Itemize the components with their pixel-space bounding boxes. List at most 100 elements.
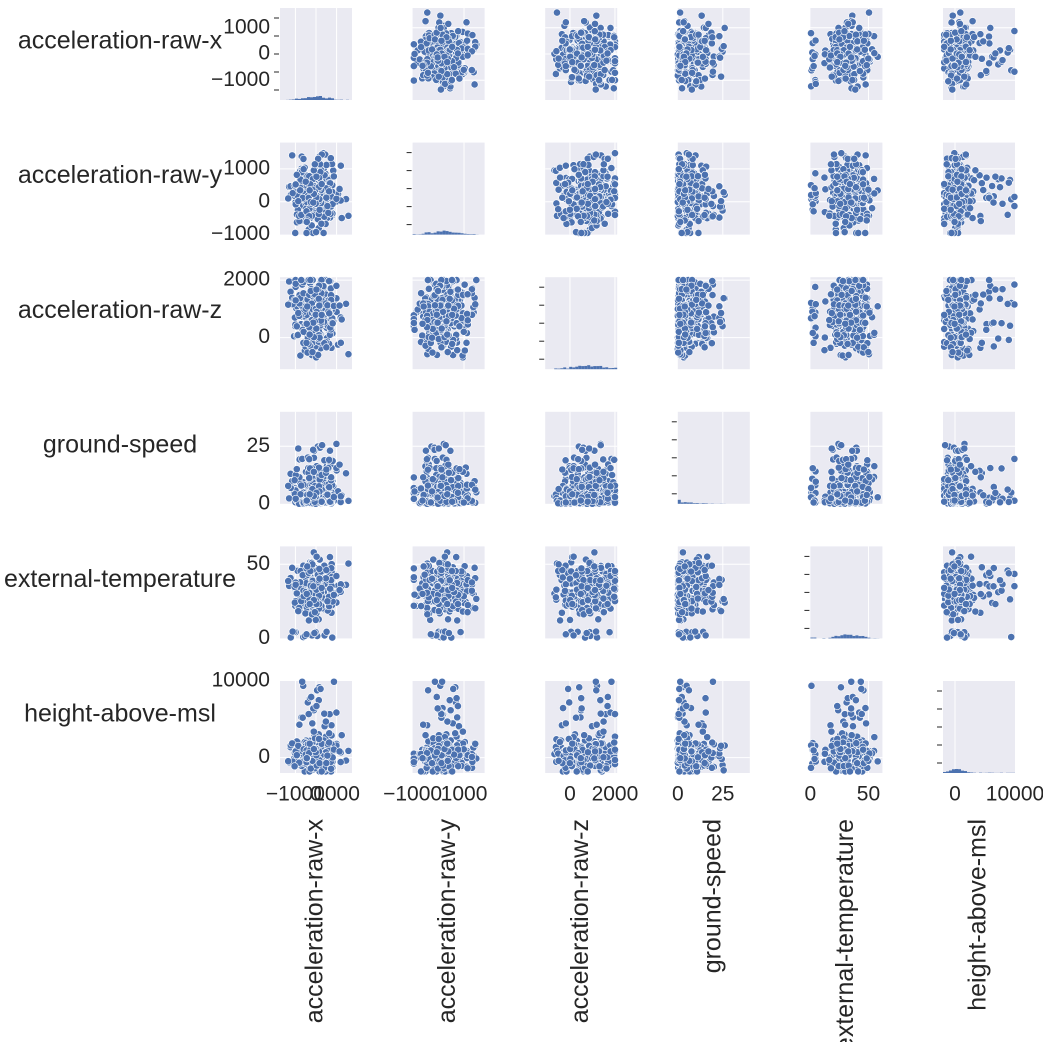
histogram-bar (325, 98, 328, 100)
scatter-point (827, 290, 835, 299)
histogram-bar (412, 233, 416, 235)
scatter-point (991, 172, 1000, 181)
scatter-point (991, 49, 1000, 58)
scatter-point (284, 481, 293, 490)
scatter-point (436, 85, 445, 94)
scatter-point (966, 204, 975, 213)
scatter-point (424, 276, 432, 284)
scatter-point (953, 74, 961, 83)
scatter-point (337, 315, 346, 324)
scatter-point (558, 193, 567, 202)
scatter-point (676, 218, 685, 226)
scatter-point (428, 333, 436, 342)
scatter-point (583, 42, 592, 51)
scatter-point (455, 74, 464, 83)
scatter-point (576, 61, 585, 70)
scatter-point (312, 172, 321, 181)
scatter-point (322, 465, 331, 474)
scatter-point (454, 49, 462, 58)
scatter-point (436, 11, 445, 20)
panel-ground-speed-vs-acceleration-raw-x (280, 411, 353, 508)
histogram-bar (460, 233, 464, 235)
scatter-point (554, 205, 563, 214)
scatter-point (811, 169, 820, 178)
scatter-point (811, 36, 820, 45)
scatter-point (676, 61, 685, 70)
scatter-point (809, 62, 818, 71)
scatter-point (447, 76, 456, 84)
histogram-bar (445, 231, 449, 235)
scatter-point (957, 27, 966, 36)
scatter-point (602, 56, 611, 65)
scatter-point (318, 441, 327, 450)
scatter-point (448, 340, 457, 348)
scatter-point (558, 36, 567, 45)
scatter-point (708, 323, 717, 332)
scatter-point (707, 339, 716, 348)
scatter-point (836, 310, 845, 319)
histogram-bar (584, 365, 588, 370)
scatter-point (846, 310, 854, 319)
scatter-point (448, 276, 456, 284)
scatter-point (472, 276, 481, 284)
scatter-point (580, 17, 589, 26)
scatter-point (843, 340, 852, 348)
scatter-point (826, 63, 834, 72)
scatter-point (861, 151, 870, 160)
scatter-point (680, 302, 689, 311)
panel-acceleration-raw-z-vs-acceleration-raw-z (539, 277, 618, 370)
scatter-point (700, 193, 709, 202)
scatter-point (716, 318, 724, 326)
scatter-point (947, 18, 956, 27)
scatter-point (811, 283, 820, 291)
scatter-point (290, 476, 299, 485)
scatter-point (561, 62, 570, 71)
scatter-point (1010, 27, 1019, 35)
scatter-point (553, 8, 561, 17)
scatter-point (299, 165, 308, 174)
histogram-bar (424, 232, 428, 235)
panel-acceleration-raw-y-vs-acceleration-raw-x (280, 142, 353, 237)
scatter-point (322, 343, 331, 352)
scatter-point (591, 195, 599, 204)
scatter-point (853, 333, 862, 342)
scatter-point (968, 17, 977, 26)
scatter-point (1010, 202, 1019, 210)
scatter-point (694, 58, 702, 67)
scatter-point (676, 319, 685, 328)
scatter-point (848, 76, 857, 84)
scatter-point (302, 338, 311, 347)
scatter-point (600, 219, 609, 228)
histogram-bar (322, 97, 325, 100)
scatter-point (610, 33, 619, 42)
scatter-point (342, 469, 350, 478)
scatter-point (572, 204, 581, 213)
scatter-point (323, 202, 332, 210)
scatter-point (436, 24, 445, 32)
scatter-point (962, 58, 970, 67)
histogram-bar (454, 232, 458, 235)
scatter-point (846, 42, 854, 51)
panel-acceleration-raw-x-vs-acceleration-raw-y (409, 8, 485, 100)
scatter-point (861, 319, 870, 327)
panel-acceleration-raw-z-vs-acceleration-raw-y (409, 276, 485, 370)
scatter-point (808, 329, 817, 337)
scatter-point (708, 58, 717, 67)
scatter-point (305, 474, 314, 482)
scatter-point (417, 289, 425, 298)
scatter-point (302, 319, 311, 328)
scatter-point (470, 80, 479, 89)
scatter-point (325, 455, 333, 464)
histogram-bar (472, 233, 476, 235)
scatter-point (807, 29, 815, 38)
scatter-point (976, 217, 985, 225)
scatter-point (976, 299, 985, 308)
scatter-point (942, 160, 951, 169)
scatter-point (682, 172, 691, 181)
scatter-point (433, 53, 442, 62)
scatter-point (409, 76, 418, 85)
scatter-point (853, 205, 862, 214)
scatter-point (851, 85, 860, 94)
scatter-point (302, 496, 311, 505)
scatter-point (715, 32, 724, 41)
